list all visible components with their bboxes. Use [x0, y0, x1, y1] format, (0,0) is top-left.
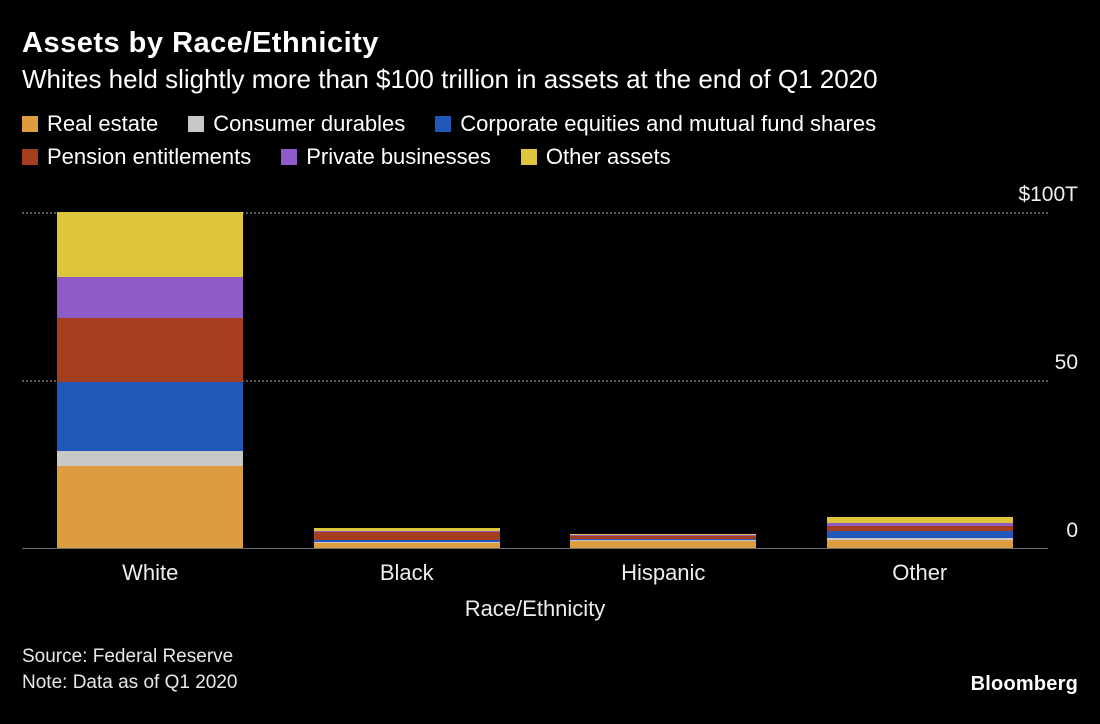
segment-other-private-businesses	[826, 523, 1013, 527]
chart-subtitle: Whites held slightly more than $100 tril…	[22, 63, 878, 94]
legend-swatch-pension-entitlements	[22, 148, 38, 165]
bar-slot-white	[22, 211, 279, 548]
segment-hispanic-real-estate	[570, 540, 757, 548]
legend-swatch-consumer-durables	[188, 115, 205, 132]
source-text: Source: Federal Reserve	[22, 645, 234, 667]
legend-item-other-assets: Other assets	[520, 143, 671, 170]
segment-white-real-estate	[57, 466, 244, 548]
bar-slot-other	[792, 212, 1049, 548]
chart-footer: Source: Federal Reserve Note: Data as of…	[22, 644, 1078, 696]
segment-white-pension-entitlements	[57, 317, 244, 382]
bar-black	[313, 528, 500, 548]
legend-item-consumer-durables: Consumer durables	[188, 111, 405, 137]
bar-other	[826, 517, 1013, 548]
segment-white-corporate-equities-and-mutual-fund-shares	[57, 381, 244, 452]
segment-black-other-assets	[313, 528, 500, 531]
bars-row	[22, 211, 1049, 548]
segment-white-other-assets	[57, 211, 244, 277]
bar-slot-black	[279, 212, 536, 548]
y-tick-label-50: 50	[1054, 350, 1078, 374]
legend-swatch-other-assets	[520, 148, 537, 165]
legend-item-pension-entitlements: Pension entitlements	[22, 144, 251, 170]
gridline-50	[22, 379, 1048, 382]
gridline-100	[22, 211, 1048, 214]
segment-black-corporate-equities-and-mutual-fund-shares	[313, 539, 500, 542]
segment-hispanic-private-businesses	[570, 534, 757, 536]
segment-hispanic-other-assets	[570, 533, 757, 535]
segment-black-pension-entitlements	[313, 531, 500, 540]
legend-label: Real estate	[47, 110, 159, 136]
segment-other-other-assets	[826, 517, 1013, 524]
segment-other-pension-entitlements	[826, 526, 1013, 532]
segment-black-private-businesses	[313, 530, 500, 532]
x-category-label-black: Black	[379, 559, 434, 585]
x-category-label-other: Other	[892, 559, 948, 585]
segment-other-real-estate	[826, 539, 1013, 548]
gridline-0	[22, 547, 1048, 549]
legend-item-corporate-equities-and-mutual-fund-shares: Corporate equities and mutual fund share…	[435, 111, 876, 137]
segment-hispanic-corporate-equities-and-mutual-fund-shares	[570, 538, 757, 540]
chart-title: Assets by Race/Ethnicity	[22, 27, 379, 59]
legend-swatch-real-estate	[22, 115, 38, 132]
segment-white-consumer-durables	[57, 451, 244, 467]
y-tick-label-100: $100T	[1018, 182, 1078, 206]
legend-label: Pension entitlements	[47, 143, 252, 169]
legend-label: Consumer durables	[213, 110, 406, 136]
source-note-block: Source: Federal Reserve Note: Data as of…	[22, 644, 237, 696]
legend-swatch-private-businesses	[281, 148, 298, 165]
segment-other-consumer-durables	[826, 537, 1013, 540]
legend-item-real-estate: Real estate	[22, 111, 158, 137]
bar-slot-hispanic	[535, 212, 792, 548]
segment-black-consumer-durables	[313, 541, 500, 543]
bar-hispanic	[570, 533, 757, 548]
chart-header: Assets by Race/Ethnicity Whites held sli…	[22, 26, 1078, 97]
x-category-label-hispanic: Hispanic	[621, 559, 706, 585]
x-axis-title: Race/Ethnicity	[464, 595, 606, 621]
legend-label: Corporate equities and mutual fund share…	[460, 110, 877, 136]
bloomberg-logo: Bloomberg	[970, 673, 1078, 696]
y-tick-label-0: 0	[1066, 518, 1078, 542]
plot-area	[22, 211, 1049, 549]
legend-label: Private businesses	[306, 143, 491, 169]
x-category-label-white: White	[122, 559, 179, 585]
note-text: Note: Data as of Q1 2020	[22, 671, 238, 693]
chart-area: $100T 50 0	[22, 183, 1078, 549]
legend: Real estate Consumer durables Corporate eq…	[22, 111, 1022, 170]
legend-item-private-businesses: Private businesses	[281, 144, 491, 170]
segment-black-real-estate	[313, 542, 500, 548]
segment-hispanic-consumer-durables	[570, 539, 757, 541]
x-axis-labels: White Black Hispanic Other	[22, 560, 1048, 586]
legend-swatch-corporate-equities-and-mutual-fund-shares	[435, 115, 452, 132]
segment-hispanic-pension-entitlements	[570, 535, 757, 539]
segment-white-private-businesses	[57, 276, 244, 318]
segment-other-corporate-equities-and-mutual-fund-shares	[826, 531, 1013, 538]
legend-label: Other assets	[545, 143, 671, 169]
bar-white	[57, 211, 244, 548]
